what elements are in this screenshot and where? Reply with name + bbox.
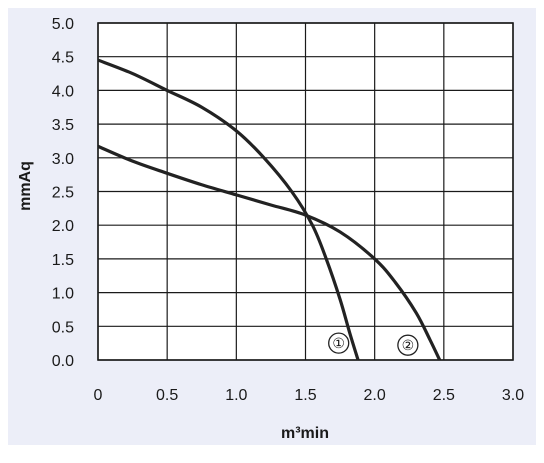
y-tick-label: 1.5 xyxy=(52,252,74,269)
y-tick-label: 3.5 xyxy=(52,117,74,134)
x-tick-label: 2.0 xyxy=(364,387,386,404)
curves xyxy=(97,58,442,361)
x-tick-label: 0.5 xyxy=(156,387,178,404)
y-tick-label: 4.0 xyxy=(52,83,74,100)
y-tick-label: 2.5 xyxy=(52,185,74,202)
y-tick-label: 1.0 xyxy=(52,286,74,303)
marker-label: ② xyxy=(402,339,415,354)
y-tick-label: 4.5 xyxy=(52,50,74,67)
y-axis-ticks: 0.0 0.5 1.0 1.5 2.0 2.5 3.0 3.5 4.0 4.5 5.0 xyxy=(52,16,74,370)
x-tick-label: 0 xyxy=(94,387,103,404)
y-axis-label: mmAq xyxy=(17,161,34,211)
plot-border xyxy=(97,22,514,361)
y-tick-label: 0.0 xyxy=(52,353,74,370)
marker-label: ① xyxy=(332,337,345,352)
x-tick-label: 2.5 xyxy=(433,387,455,404)
marker-circle xyxy=(397,334,419,356)
marker-circle xyxy=(328,332,350,354)
x-tick-label: 1.0 xyxy=(225,387,247,404)
y-tick-label: 5.0 xyxy=(52,16,74,33)
curve-marker-1: ① xyxy=(328,332,350,354)
curve-marker-2: ② xyxy=(397,334,419,356)
curve-2 xyxy=(97,144,442,361)
x-tick-label: 3.0 xyxy=(502,387,524,404)
y-tick-label: 2.0 xyxy=(52,218,74,235)
grid-lines xyxy=(97,22,514,361)
y-tick-label: 0.5 xyxy=(52,319,74,336)
x-axis-label: m³min xyxy=(281,425,329,442)
curve-1 xyxy=(97,58,360,361)
y-tick-label: 3.0 xyxy=(52,151,74,168)
x-tick-label: 1.5 xyxy=(294,387,316,404)
x-axis-ticks: 0 0.5 1.0 1.5 2.0 2.5 3.0 xyxy=(94,387,525,404)
